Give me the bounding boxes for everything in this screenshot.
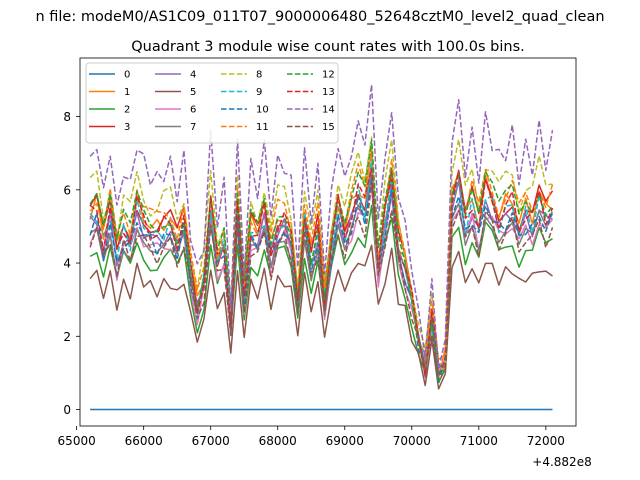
legend-label-4: 4 — [190, 70, 196, 81]
x-tick-label: 72000 — [527, 434, 565, 448]
y-tick-label: 0 — [63, 403, 71, 417]
y-tick-label: 4 — [63, 257, 71, 271]
chart-title: Quadrant 3 module wise count rates with … — [131, 39, 525, 55]
x-tick-label: 70000 — [393, 434, 431, 448]
series-line-10 — [89, 177, 554, 385]
legend-label-10: 10 — [256, 105, 269, 116]
x-tick-label: 66000 — [125, 434, 163, 448]
legend-label-11: 11 — [256, 122, 269, 133]
series-line-5 — [89, 244, 553, 390]
legend-label-9: 9 — [256, 87, 262, 98]
legend-label-12: 12 — [322, 70, 335, 81]
legend-label-14: 14 — [322, 105, 335, 116]
x-tick-label: 68000 — [259, 434, 297, 448]
legend-label-2: 2 — [124, 105, 130, 116]
legend-label-15: 15 — [322, 122, 335, 133]
series-line-11 — [89, 149, 554, 368]
series-layer — [89, 83, 554, 411]
x-offset-label: +4.882e8 — [532, 455, 591, 469]
legend-label-3: 3 — [124, 122, 130, 133]
axes-frame — [79, 57, 577, 427]
legend-label-6: 6 — [190, 105, 196, 116]
legend-label-13: 13 — [322, 87, 335, 98]
y-tick-label: 2 — [63, 330, 71, 344]
x-tick-label: 69000 — [326, 434, 364, 448]
legend-label-0: 0 — [124, 70, 130, 81]
x-tick-label: 67000 — [192, 434, 230, 448]
legend-label-8: 8 — [256, 70, 262, 81]
x-tick-label: 71000 — [460, 434, 498, 448]
y-tick-label: 8 — [63, 110, 71, 124]
series-line-13 — [89, 167, 554, 377]
series-line-15 — [89, 183, 554, 376]
legend-box — [85, 62, 339, 144]
x-tick-label: 65000 — [58, 434, 96, 448]
figure-suptitle: n file: modeM0/AS1C09_011T07_9000006480_… — [35, 9, 604, 25]
legend-label-1: 1 — [124, 87, 130, 98]
series-line-12 — [89, 139, 554, 383]
y-tick-label: 6 — [63, 183, 71, 197]
legend-label-5: 5 — [190, 87, 196, 98]
legend-label-7: 7 — [190, 122, 196, 133]
series-line-14 — [89, 83, 554, 371]
axes-layer: 65000 66000 67000 68000 69000 70000 71000 72000… — [58, 57, 577, 448]
